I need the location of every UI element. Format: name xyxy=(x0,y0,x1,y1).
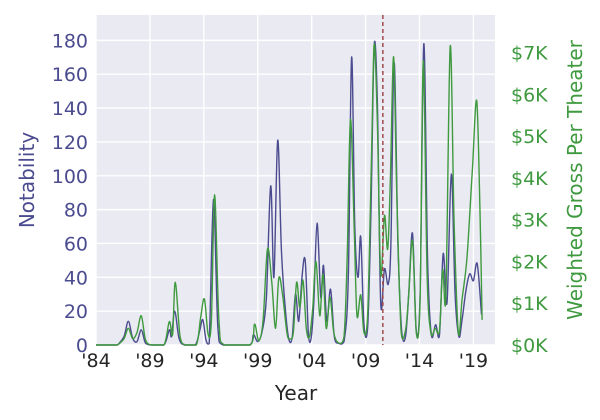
y-left-tick-label: 60 xyxy=(64,233,88,255)
y-left-axis-title: Notability xyxy=(15,132,39,229)
y-right-tick-label: $7K xyxy=(511,43,548,65)
y-right-tick-label: $6K xyxy=(511,84,548,106)
x-tick-label: '19 xyxy=(459,350,488,372)
y-right-ticks: $0K $1K $2K $3K $4K $5K $6K $7K xyxy=(511,43,548,357)
y-left-tick-label: 0 xyxy=(76,335,88,357)
x-axis-title: Year xyxy=(274,381,318,405)
y-left-tick-label: 80 xyxy=(64,200,88,222)
y-right-tick-label: $3K xyxy=(511,210,548,232)
x-tick-label: '89 xyxy=(135,350,164,372)
x-tick-label: '99 xyxy=(243,350,272,372)
y-left-tick-label: 120 xyxy=(52,132,88,154)
x-ticks: '84 '89 '94 '99 '04 '09 '14 '19 xyxy=(81,350,488,372)
x-tick-label: '09 xyxy=(351,350,380,372)
y-right-tick-label: $5K xyxy=(511,126,548,148)
y-left-tick-label: 140 xyxy=(52,98,88,120)
x-tick-label: '84 xyxy=(81,350,110,372)
y-right-axis-title: Weighted Gross Per Theater xyxy=(563,39,587,320)
y-right-tick-label: $2K xyxy=(511,251,548,273)
y-left-tick-label: 100 xyxy=(52,166,88,188)
x-tick-label: '94 xyxy=(189,350,218,372)
x-tick-label: '04 xyxy=(297,350,326,372)
y-right-tick-label: $4K xyxy=(511,168,548,190)
y-left-tick-label: 40 xyxy=(64,267,88,289)
series-gross-line xyxy=(117,43,483,346)
y-right-tick-label: $0K xyxy=(511,335,548,357)
series-layer xyxy=(96,40,483,346)
y-left-ticks: 0 20 40 60 80 100 120 140 160 180 xyxy=(52,30,88,357)
x-tick-label: '14 xyxy=(405,350,434,372)
y-right-tick-label: $1K xyxy=(511,293,548,315)
y-left-tick-label: 180 xyxy=(52,30,88,52)
y-left-tick-label: 160 xyxy=(52,64,88,86)
y-left-tick-label: 20 xyxy=(64,301,88,323)
gridlines xyxy=(95,15,495,346)
